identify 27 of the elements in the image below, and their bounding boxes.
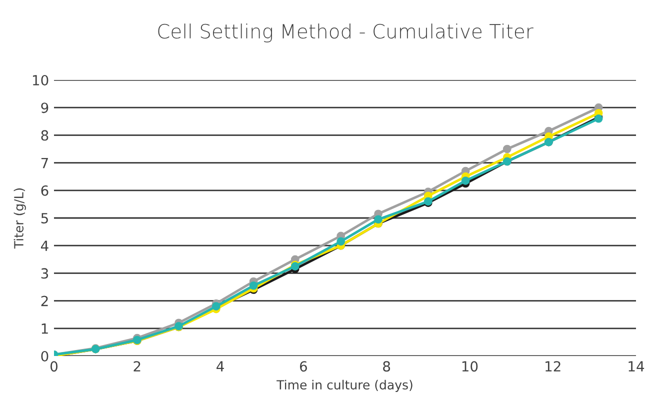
point [502, 144, 512, 154]
point [374, 215, 382, 224]
y-tick-label: 4 [40, 240, 48, 251]
point [461, 176, 470, 185]
y-tick-label: 3 [41, 268, 48, 279]
x-tick-label: 6 [300, 361, 307, 372]
x-tick-label: 10 [462, 361, 478, 372]
y-tick-label: 10 [32, 74, 48, 86]
y-tick-label: 2 [41, 296, 48, 306]
y-axis-title: Titer (g/L) [14, 188, 26, 249]
y-tick-label: 9 [41, 102, 48, 114]
y-tick-label: 7 [41, 158, 48, 168]
x-tick-label: 12 [546, 361, 560, 372]
x-tick-label: 4 [216, 361, 224, 372]
x-tick-label: 0 [50, 361, 58, 372]
y-tick-label: 8 [41, 130, 48, 141]
y-tick-label: 5 [41, 213, 48, 224]
chart-title: Cell Settling Method - Cumulative Titer [158, 24, 534, 42]
x-tick-label: 8 [383, 361, 390, 372]
y-tick-label: 1 [42, 324, 48, 334]
point [249, 281, 258, 290]
x-tick-label: 2 [134, 361, 140, 372]
y-tick-label: 0 [41, 350, 48, 362]
x-tick-label: 14 [628, 361, 644, 372]
x-axis-title: Time in culture (days) [276, 380, 412, 392]
point [336, 237, 346, 246]
y-tick-label: 6 [41, 185, 48, 196]
